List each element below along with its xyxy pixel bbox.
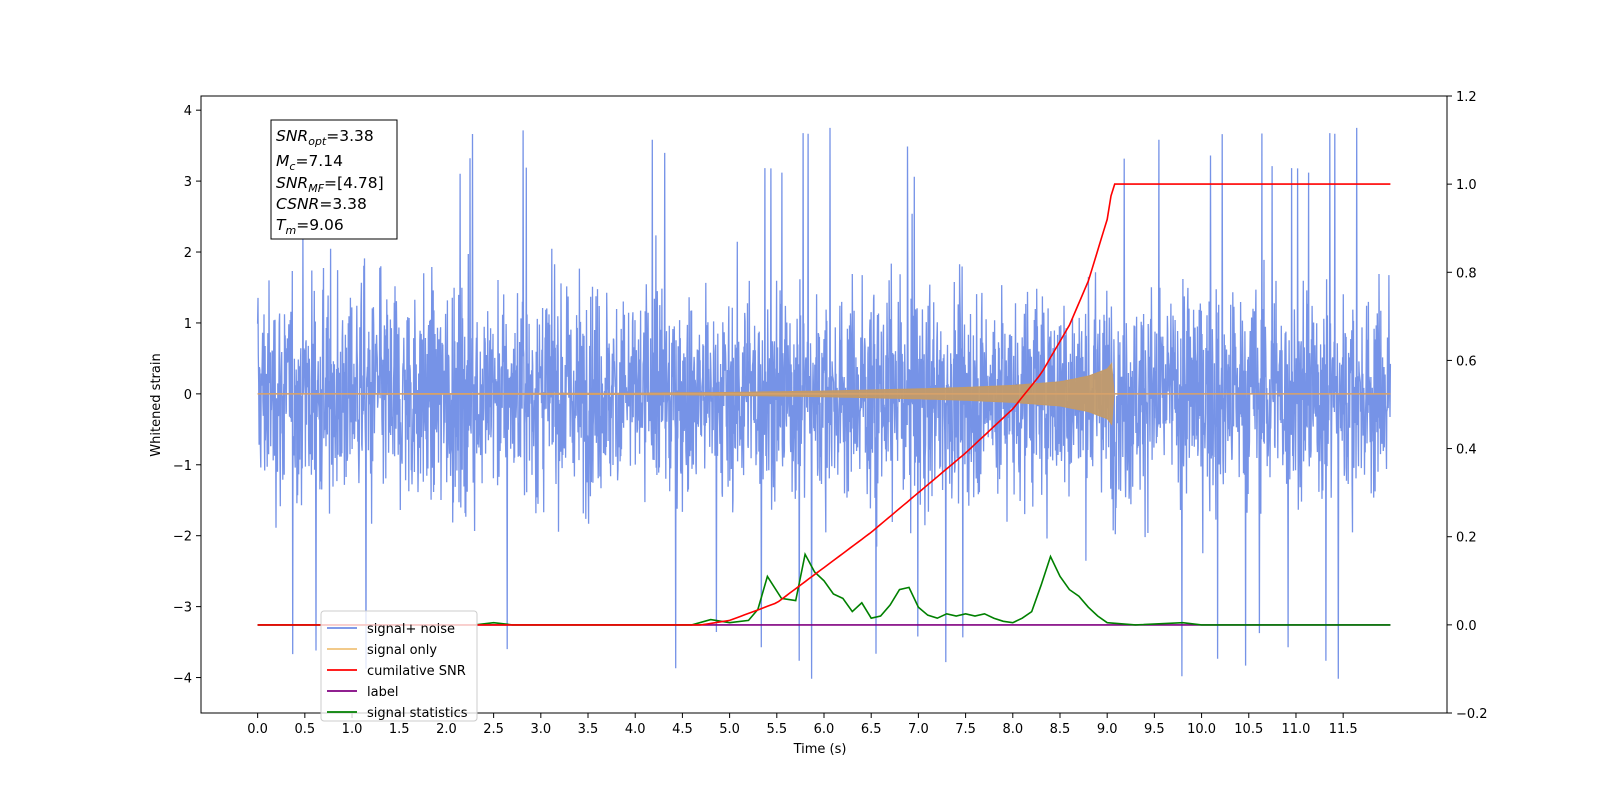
x-tick-label: 1.0 bbox=[342, 722, 363, 737]
y-tick-label-right: 1.2 bbox=[1456, 90, 1477, 105]
legend-label: cumilative SNR bbox=[367, 664, 466, 679]
y-tick-label-right: 0.2 bbox=[1456, 531, 1477, 546]
x-tick-label: 7.0 bbox=[908, 722, 929, 737]
y-tick-label-left: 4 bbox=[184, 104, 192, 119]
x-tick-label: 11.5 bbox=[1329, 722, 1358, 737]
x-axis: 0.0 0.5 1.0 1.5 2.0 2.5 3.0 3.5 4.0 4.5 5.0 5.5 6.0 6… bbox=[247, 713, 1358, 737]
y-tick-label-left: −4 bbox=[173, 672, 192, 687]
y-tick-label-left: 0 bbox=[184, 388, 192, 403]
x-tick-label: 5.0 bbox=[719, 722, 740, 737]
legend: signal+ noise signal only cumilative SNR la… bbox=[320, 610, 478, 722]
x-tick-label: 4.0 bbox=[625, 722, 646, 737]
y-tick-label-left: −1 bbox=[173, 459, 192, 474]
y-axis-label-left: Whitened strain bbox=[149, 353, 164, 456]
x-tick-label: 10.0 bbox=[1187, 722, 1216, 737]
csnr-annotation: CSNR=3.38 bbox=[276, 195, 367, 213]
series-layer bbox=[256, 127, 1392, 679]
x-tick-label: 2.0 bbox=[436, 722, 457, 737]
x-tick-label: 2.5 bbox=[483, 722, 504, 737]
x-tick-label: 10.5 bbox=[1234, 722, 1263, 737]
x-tick-label: 6.5 bbox=[861, 722, 882, 737]
y-axis-right: −0.2 0.0 0.2 0.4 0.6 0.8 1.0 1.2 bbox=[1447, 90, 1488, 722]
snr-mf-annotation: SNRMF=[4.78] bbox=[276, 174, 384, 195]
snr-opt-annotation: SNRopt=3.38 bbox=[276, 127, 374, 148]
legend-label: signal statistics bbox=[367, 706, 468, 721]
legend-label: signal only bbox=[367, 643, 437, 658]
x-tick-label: 0.0 bbox=[247, 722, 268, 737]
y-tick-label-left: −2 bbox=[173, 530, 192, 545]
x-tick-label: 0.5 bbox=[294, 722, 315, 737]
x-axis-label: Time (s) bbox=[793, 742, 847, 757]
series-line-signal-only bbox=[257, 362, 1391, 426]
legend-label: signal+ noise bbox=[367, 622, 455, 637]
y-tick-label-left: −3 bbox=[173, 601, 192, 616]
y-tick-label-right: 0.6 bbox=[1456, 354, 1477, 369]
y-tick-label-left: 2 bbox=[184, 246, 192, 261]
legend-label: label bbox=[367, 685, 398, 700]
tm-annotation: Tm=9.06 bbox=[276, 216, 344, 237]
mc-annotation: Mc=7.14 bbox=[276, 152, 343, 173]
x-tick-label: 8.0 bbox=[1002, 722, 1023, 737]
y-tick-label-left: 1 bbox=[184, 317, 192, 332]
series-line-signal-noise bbox=[256, 127, 1392, 679]
x-tick-label: 11.0 bbox=[1281, 722, 1310, 737]
x-tick-label: 7.5 bbox=[955, 722, 976, 737]
x-tick-label: 8.5 bbox=[1050, 722, 1071, 737]
y-tick-label-left: 3 bbox=[184, 175, 192, 190]
x-tick-label: 3.0 bbox=[530, 722, 551, 737]
y-tick-label-right: 0.0 bbox=[1456, 619, 1477, 634]
x-tick-label: 9.0 bbox=[1097, 722, 1118, 737]
x-tick-label: 5.5 bbox=[766, 722, 787, 737]
x-tick-label: 1.5 bbox=[389, 722, 410, 737]
stats-annotation-box: SNRopt=3.38 Mc=7.14 SNRMF=[4.78] CSNR=3.… bbox=[270, 119, 398, 240]
y-axis-left: −4 −3 −2 −1 0 1 2 3 4 bbox=[173, 104, 201, 687]
y-tick-label-right: −0.2 bbox=[1456, 707, 1488, 722]
x-tick-label: 9.5 bbox=[1144, 722, 1165, 737]
x-tick-label: 3.5 bbox=[578, 722, 599, 737]
y-tick-label-right: 0.8 bbox=[1456, 266, 1477, 281]
y-tick-label-right: 1.0 bbox=[1456, 178, 1477, 193]
x-tick-label: 4.5 bbox=[672, 722, 693, 737]
x-tick-label: 6.0 bbox=[814, 722, 835, 737]
y-tick-label-right: 0.4 bbox=[1456, 443, 1477, 458]
